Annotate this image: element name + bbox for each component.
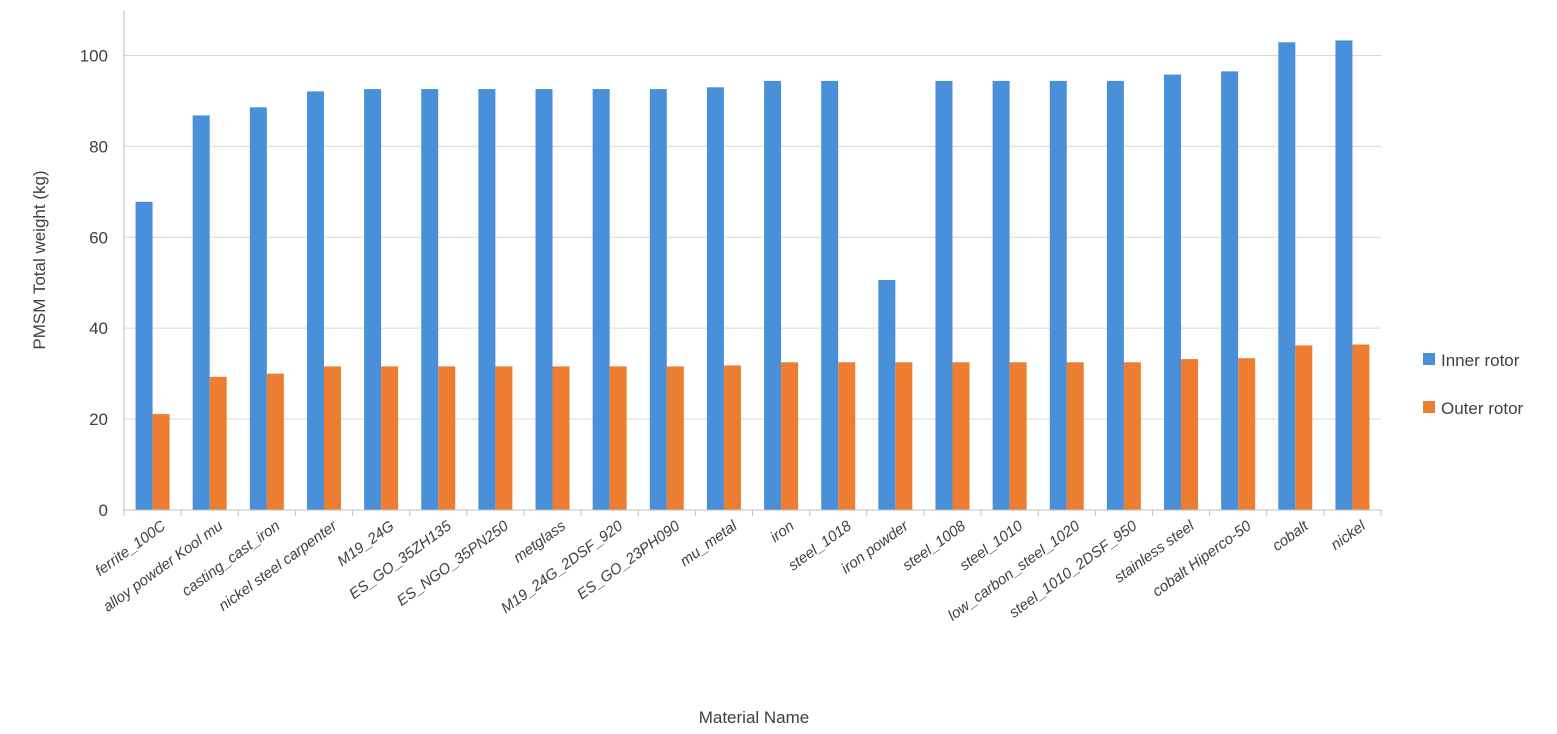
bar-outer-rotor xyxy=(1238,358,1256,510)
bar-inner-rotor xyxy=(478,89,496,510)
bar-outer-rotor xyxy=(1009,362,1027,510)
bar-outer-rotor xyxy=(952,362,970,510)
bar-inner-rotor xyxy=(535,89,553,510)
bar-inner-rotor xyxy=(421,89,439,510)
x-tick-label: casting_cast_iron xyxy=(179,517,283,599)
y-tick-label: 100 xyxy=(80,46,108,65)
bar-inner-rotor xyxy=(649,89,667,510)
x-axis-title: Material Name xyxy=(699,708,810,727)
y-tick-labels: 0 20 40 60 80 100 xyxy=(80,46,108,520)
bar-outer-rotor xyxy=(381,366,399,510)
bar-inner-rotor xyxy=(306,91,324,510)
bar-outer-rotor xyxy=(266,373,284,510)
legend-swatch-inner-rotor xyxy=(1423,353,1435,365)
bar-inner-rotor xyxy=(992,80,1010,510)
legend-label-outer-rotor: Outer rotor xyxy=(1441,399,1524,418)
y-tick-label: 60 xyxy=(89,228,108,247)
bar-inner-rotor xyxy=(1049,80,1067,510)
x-tick-label: ES_GO_23PH090 xyxy=(574,517,684,603)
bar-inner-rotor xyxy=(192,115,210,511)
bar-inner-rotor xyxy=(1278,42,1296,510)
bar-outer-rotor xyxy=(323,366,341,510)
bar-inner-rotor xyxy=(249,107,267,510)
y-tick-label: 20 xyxy=(89,410,108,429)
bar-inner-rotor xyxy=(1106,80,1124,510)
bar-outer-rotor xyxy=(666,366,684,510)
legend-swatch-outer-rotor xyxy=(1423,401,1435,413)
bar-outer-rotor xyxy=(1295,345,1313,510)
bar-inner-rotor xyxy=(706,87,724,510)
bar-outer-rotor xyxy=(552,366,570,510)
bar-outer-rotor xyxy=(1066,362,1084,510)
x-tick-label: nickel xyxy=(1328,517,1370,554)
bar-outer-rotor xyxy=(152,414,170,510)
x-tick-label: steel_1008 xyxy=(899,517,969,574)
bar-inner-rotor xyxy=(935,80,953,510)
axes xyxy=(123,10,1382,516)
x-tick-label: iron xyxy=(767,517,797,545)
y-tick-label: 0 xyxy=(99,501,108,520)
bar-outer-rotor xyxy=(438,366,456,510)
bar-outer-rotor xyxy=(1123,362,1141,510)
x-tick-label: mu_metal xyxy=(677,517,741,570)
y-tick-label: 80 xyxy=(89,137,108,156)
y-tick-label: 40 xyxy=(89,319,108,338)
x-tick-label: cobalt xyxy=(1269,517,1312,555)
bars xyxy=(135,40,1370,511)
bar-outer-rotor xyxy=(895,362,913,510)
bar-outer-rotor xyxy=(609,366,627,510)
bar-inner-rotor xyxy=(821,80,839,510)
bar-outer-rotor xyxy=(495,366,513,510)
x-tick-label: cobalt Hiperco-50 xyxy=(1149,517,1255,600)
bar-outer-rotor xyxy=(723,365,741,510)
bar-inner-rotor xyxy=(364,89,382,510)
bar-inner-rotor xyxy=(1335,40,1353,511)
legend-label-inner-rotor: Inner rotor xyxy=(1441,351,1520,370)
y-axis-title: PMSM Total weight (kg) xyxy=(30,170,49,349)
bar-inner-rotor xyxy=(1221,71,1239,510)
bar-inner-rotor xyxy=(135,201,153,510)
bar-inner-rotor xyxy=(878,280,896,510)
bar-outer-rotor xyxy=(1181,359,1199,510)
bar-inner-rotor xyxy=(1164,74,1182,510)
legend: Inner rotor Outer rotor xyxy=(1423,351,1524,418)
bar-outer-rotor xyxy=(781,362,799,510)
bar-inner-rotor xyxy=(592,89,610,510)
bar-inner-rotor xyxy=(764,80,782,510)
bar-outer-rotor xyxy=(838,362,856,510)
bar-outer-rotor xyxy=(209,376,227,510)
bar-outer-rotor xyxy=(1352,344,1370,510)
